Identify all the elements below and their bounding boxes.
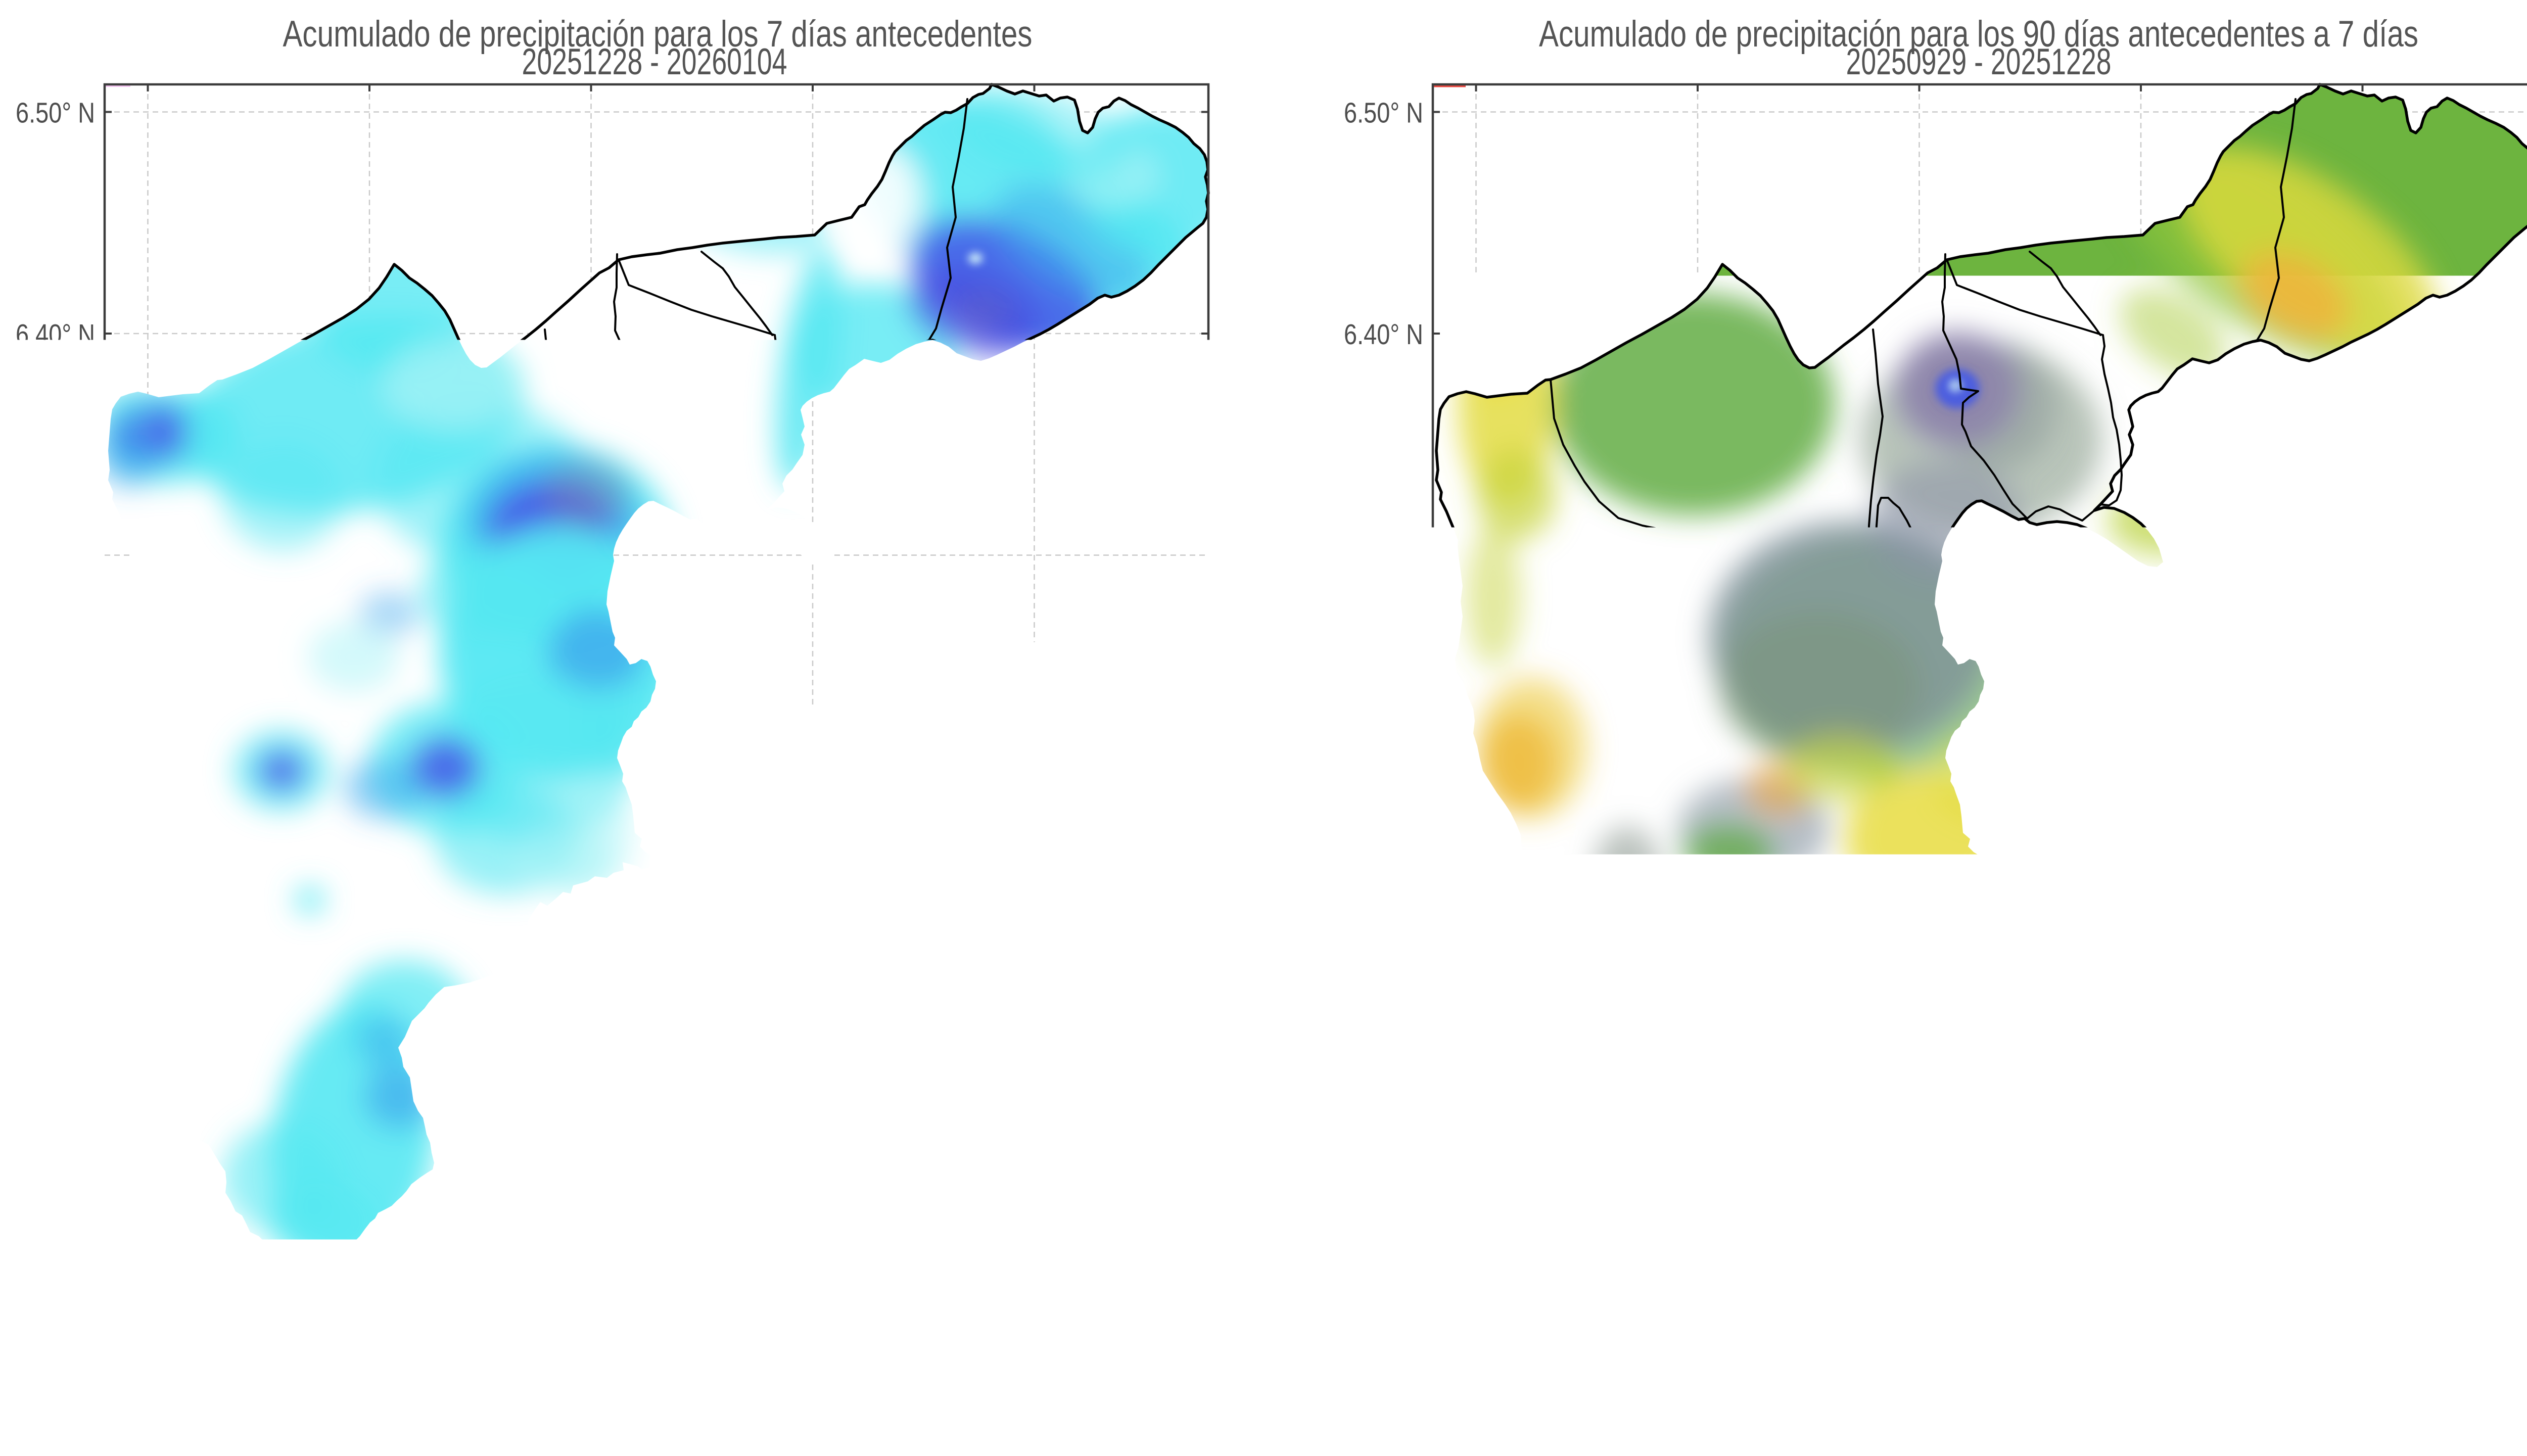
svg-text:900: 900 [2368,1362,2409,1397]
svg-text:200: 200 [849,1362,891,1397]
svg-text:100: 100 [494,1362,531,1397]
svg-text:280: 280 [1135,1362,1177,1397]
svg-text:40: 40 [284,1362,312,1397]
svg-text:Acumulado Precipitación [mm]: Acumulado Precipitación [mm] [1742,1401,2331,1441]
svg-text:140: 140 [636,1362,674,1397]
svg-text:80: 80 [427,1362,455,1397]
svg-text:0: 0 [148,1362,162,1397]
svg-text:500: 500 [1966,1362,2007,1397]
svg-text:1000: 1000 [2463,1362,2515,1397]
svg-text:75.70° W: 75.70° W [1427,1270,1526,1303]
svg-text:75.60° W: 75.60° W [320,1270,419,1303]
svg-text:75.30° W: 75.30° W [985,1270,1084,1303]
svg-text:240: 240 [992,1362,1034,1397]
svg-text:75.70° W: 75.70° W [99,1270,198,1303]
svg-text:20250929 - 20251228: 20250929 - 20251228 [1846,41,2112,82]
svg-text:160: 160 [708,1362,745,1397]
svg-text:0: 0 [1476,1362,1490,1397]
svg-text:6.40° N: 6.40° N [1344,318,1423,351]
svg-text:6.50° N: 6.50° N [1344,97,1423,129]
svg-text:6.30° N: 6.30° N [1344,540,1423,573]
svg-text:20: 20 [213,1362,241,1397]
svg-text:20251228 - 20260104: 20251228 - 20260104 [522,41,787,82]
svg-text:800: 800 [2267,1362,2309,1397]
svg-text:6.20° N: 6.20° N [16,762,95,794]
svg-text:700: 700 [2167,1362,2208,1397]
svg-text:600: 600 [2066,1362,2108,1397]
svg-text:75.40° W: 75.40° W [2091,1270,2190,1303]
svg-text:10: 10 [179,1362,202,1397]
svg-text:400: 400 [1864,1362,1906,1397]
svg-text:6.10° N: 6.10° N [1344,983,1423,1016]
svg-text:Acumulado Precipitación [mm]: Acumulado Precipitación [mm] [414,1401,1003,1441]
svg-text:6.30° N: 6.30° N [16,540,95,573]
svg-text:75.40° W: 75.40° W [763,1270,862,1303]
svg-text:6.10° N: 6.10° N [16,983,95,1016]
svg-text:300: 300 [1764,1362,1805,1397]
svg-text:200: 200 [1663,1362,1705,1397]
svg-text:120: 120 [565,1362,602,1397]
svg-text:75.30° W: 75.30° W [2313,1270,2412,1303]
svg-text:60: 60 [355,1362,383,1397]
svg-text:6.40° N: 6.40° N [16,318,95,351]
svg-text:75.50° W: 75.50° W [542,1270,641,1303]
svg-text:75.50° W: 75.50° W [1870,1270,1969,1303]
svg-text:75.60° W: 75.60° W [1648,1270,1747,1303]
svg-text:6.50° N: 6.50° N [16,97,95,129]
svg-text:6.20° N: 6.20° N [1344,762,1423,794]
svg-text:6.00° N: 6.00° N [1344,1205,1423,1237]
svg-text:100: 100 [1565,1362,1602,1397]
svg-text:180: 180 [780,1362,817,1397]
svg-text:6.00° N: 6.00° N [16,1205,95,1237]
